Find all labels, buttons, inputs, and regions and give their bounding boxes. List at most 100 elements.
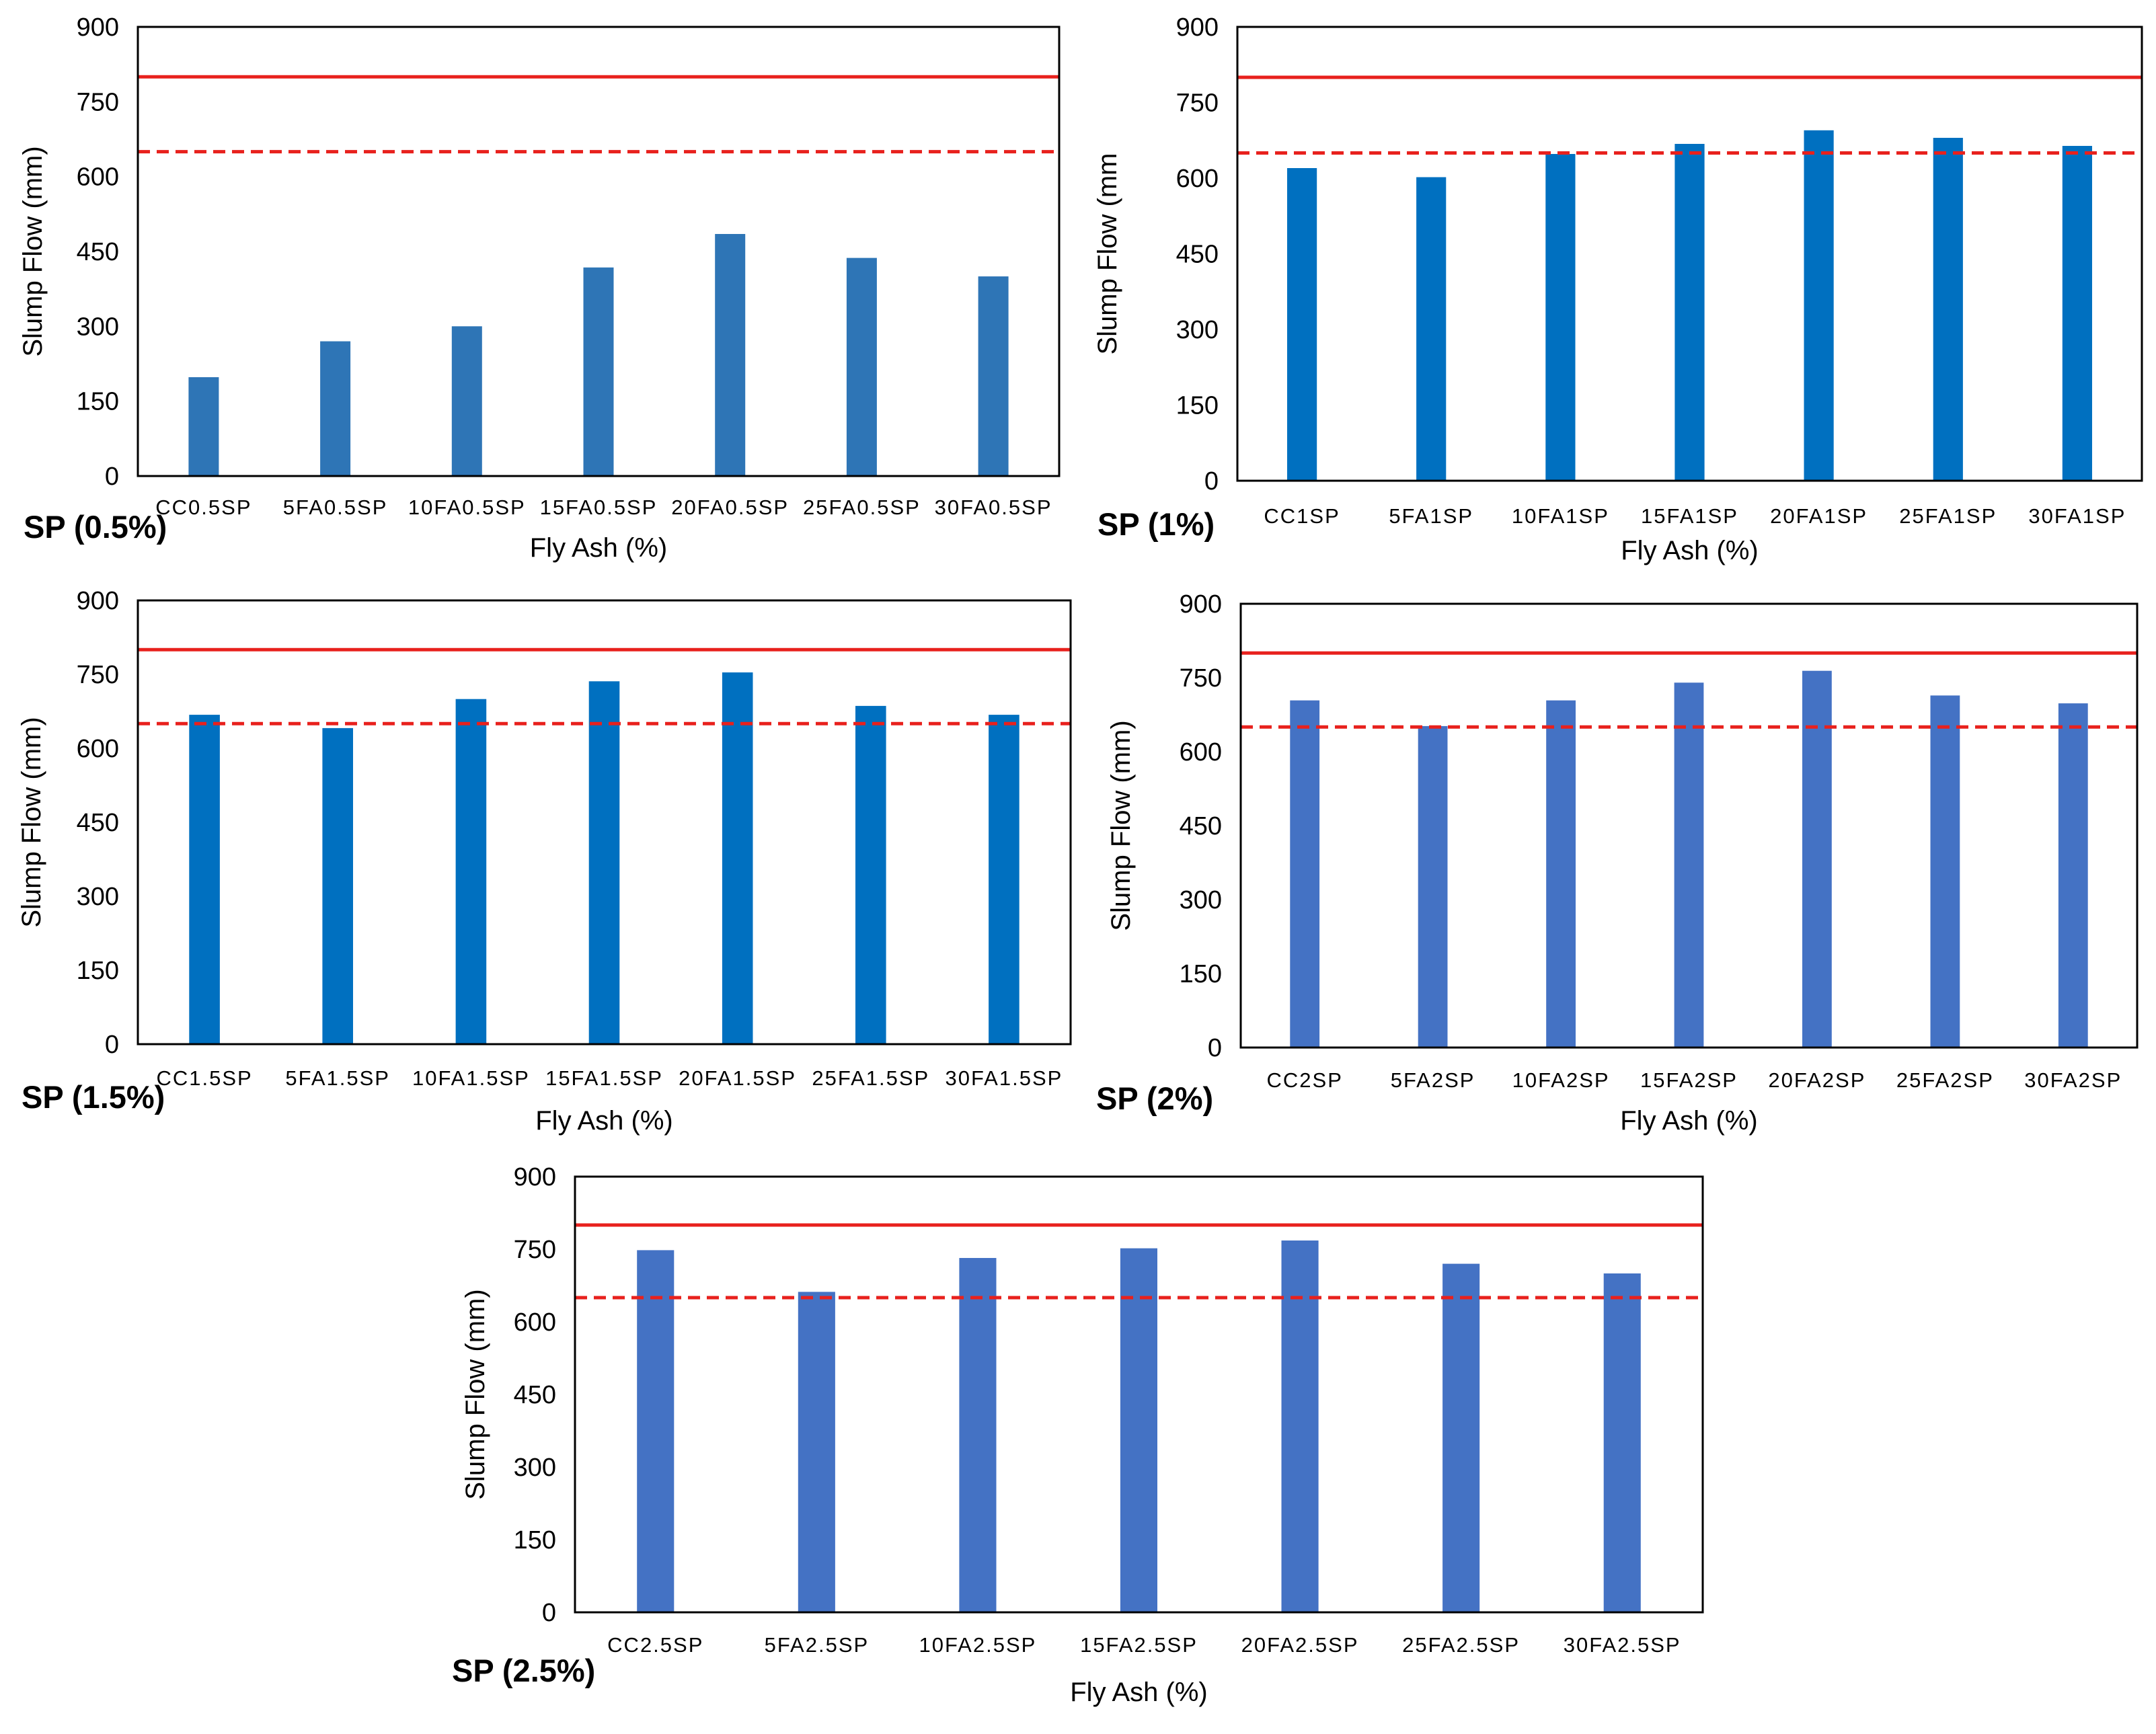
bar-10FA1SP	[1545, 154, 1576, 481]
x-tick-label: 5FA2.5SP	[765, 1633, 870, 1657]
bar-20FA2.5SP	[1281, 1240, 1319, 1612]
chart-svg: 0 150 300 450 600 750 900 CC0.5SP 5FA0.5SP 10FA0.…	[18, 13, 1061, 563]
chart-svg: 0 150 300 450 600 750 900 CC1.5SP 5FA1.5SP 10FA1.…	[17, 587, 1072, 1136]
chart-panel-sp-2: 0 150 300 450 600 750 900 CC2SP 5FA2SP 10FA2SP 15F…	[1083, 578, 2156, 1156]
plot-area-frame	[137, 26, 1061, 477]
x-axis-title: Fly Ash (%)	[1621, 536, 1758, 565]
y-tick-label: 750	[1176, 89, 1219, 118]
x-tick-label: 20FA1.5SP	[679, 1066, 796, 1090]
chart-svg: 0 150 300 450 600 750 900 CC2.5SP 5FA2.5SP 10FA2.…	[461, 1163, 1704, 1707]
bar-CC1SP	[1287, 168, 1317, 481]
bar-25FA0.5SP	[846, 258, 877, 476]
y-axis-title: Slump Flow (mm	[1093, 153, 1122, 354]
panel-label: SP (1%)	[1098, 506, 1215, 542]
bar-25FA1.5SP	[855, 705, 886, 1044]
x-tick-label: 5FA1.5SP	[285, 1066, 390, 1090]
y-tick-label: 300	[514, 1454, 556, 1482]
x-tick-label: 20FA0.5SP	[671, 496, 789, 519]
y-tick-label: 0	[1208, 1034, 1222, 1062]
y-tick-label: 300	[1180, 886, 1222, 914]
y-tick-label: 0	[1204, 467, 1219, 496]
y-tick-label: 750	[514, 1236, 556, 1264]
y-tick-label: 600	[1176, 165, 1219, 193]
x-tick-label: 20FA2.5SP	[1241, 1633, 1359, 1657]
chart-svg: 0 150 300 450 600 750 900 CC2SP 5FA2SP 10FA2SP 15F…	[1106, 590, 2139, 1136]
y-tick-label: 900	[1176, 13, 1219, 42]
x-tick-label: 30FA0.5SP	[935, 496, 1052, 519]
panel-label: SP (0.5%)	[24, 509, 167, 545]
y-axis-title: Slump Flow (mm)	[18, 146, 48, 356]
x-tick-label: 25FA2SP	[1896, 1068, 1994, 1092]
panel-label: SP (2%)	[1096, 1080, 1214, 1116]
y-tick-label: 450	[77, 238, 119, 266]
y-tick-label: 450	[1180, 812, 1222, 840]
bar-CC2SP	[1290, 700, 1320, 1048]
chart-panel-sp-1-5: 0 150 300 450 600 750 900 CC1.5SP 5FA1.5SP 10FA1.…	[0, 578, 1076, 1156]
bar-15FA1SP	[1674, 144, 1705, 481]
x-tick-label: 25FA2.5SP	[1402, 1633, 1520, 1657]
y-tick-label: 450	[77, 809, 119, 837]
bar-10FA2.5SP	[959, 1258, 997, 1612]
x-axis-title: Fly Ash (%)	[530, 533, 667, 563]
bar-30FA2SP	[2058, 703, 2088, 1048]
y-tick-label: 150	[514, 1526, 556, 1554]
x-tick-label: 15FA0.5SP	[540, 496, 658, 519]
bar-CC1.5SP	[189, 715, 220, 1044]
bar-15FA0.5SP	[583, 267, 614, 476]
bar-CC0.5SP	[188, 377, 219, 476]
bar-15FA1.5SP	[588, 681, 620, 1044]
x-tick-label: 30FA2.5SP	[1564, 1633, 1681, 1657]
x-tick-label: 25FA1SP	[1899, 504, 1997, 528]
x-tick-label: CC1SP	[1264, 504, 1340, 528]
x-tick-label: 10FA1.5SP	[412, 1066, 530, 1090]
y-tick-label: 900	[77, 13, 119, 42]
x-axis-title: Fly Ash (%)	[1070, 1678, 1207, 1707]
y-tick-label: 300	[1176, 316, 1219, 344]
y-tick-label: 750	[77, 661, 119, 689]
x-tick-label: 30FA1.5SP	[945, 1066, 1063, 1090]
chart-svg: 0 150 300 450 600 750 900 CC1SP 5FA1SP 10FA1SP 15F…	[1093, 13, 2143, 565]
y-tick-label: 0	[542, 1599, 556, 1627]
x-tick-label: 5FA1SP	[1389, 504, 1473, 528]
bar-CC2.5SP	[637, 1250, 675, 1612]
y-tick-label: 750	[1180, 664, 1222, 693]
y-tick-label: 150	[1176, 392, 1219, 420]
chart-panel-sp-0-5: 0 150 300 450 600 750 900 CC0.5SP 5FA0.5SP 10FA0.…	[0, 0, 1076, 578]
bar-10FA0.5SP	[451, 326, 482, 476]
x-axis-title: Fly Ash (%)	[1620, 1106, 1757, 1136]
bar-5FA2.5SP	[798, 1292, 835, 1612]
y-tick-label: 900	[77, 587, 119, 615]
x-tick-label: 5FA2SP	[1391, 1068, 1475, 1092]
x-tick-label: 10FA2SP	[1512, 1068, 1610, 1092]
y-tick-label: 150	[1180, 960, 1222, 988]
plot-area-frame	[1236, 26, 2143, 482]
x-tick-label: 10FA2.5SP	[919, 1633, 1036, 1657]
x-tick-label: 5FA0.5SP	[283, 496, 388, 519]
bar-30FA2.5SP	[1603, 1273, 1641, 1612]
bar-25FA2.5SP	[1442, 1263, 1480, 1612]
y-tick-label: 150	[77, 957, 119, 985]
y-tick-label: 300	[77, 883, 119, 911]
y-tick-label: 300	[77, 313, 119, 341]
x-tick-label: 20FA2SP	[1768, 1068, 1865, 1092]
bar-15FA2.5SP	[1120, 1248, 1157, 1612]
x-tick-label: 30FA2SP	[2024, 1068, 2122, 1092]
bar-30FA1SP	[2062, 146, 2092, 481]
x-tick-label: 15FA2SP	[1640, 1068, 1738, 1092]
bar-10FA2SP	[1546, 700, 1576, 1048]
y-tick-label: 600	[77, 735, 119, 763]
panel-label: SP (1.5%)	[22, 1079, 165, 1115]
bar-30FA0.5SP	[978, 276, 1009, 476]
x-tick-label: CC0.5SP	[155, 496, 252, 519]
bar-20FA0.5SP	[715, 234, 746, 476]
y-tick-label: 150	[77, 388, 119, 416]
panel-label: SP (2.5%)	[452, 1653, 596, 1688]
y-axis-title: Slump Flow (mm)	[17, 717, 46, 927]
bar-5FA0.5SP	[320, 341, 351, 476]
y-tick-label: 900	[514, 1163, 556, 1191]
x-tick-label: CC2.5SP	[607, 1633, 703, 1657]
x-tick-label: 25FA1.5SP	[812, 1066, 929, 1090]
y-axis-title: Slump Flow (mm)	[461, 1289, 490, 1499]
x-axis-title: Fly Ash (%)	[535, 1106, 672, 1136]
bar-10FA1.5SP	[455, 699, 487, 1044]
